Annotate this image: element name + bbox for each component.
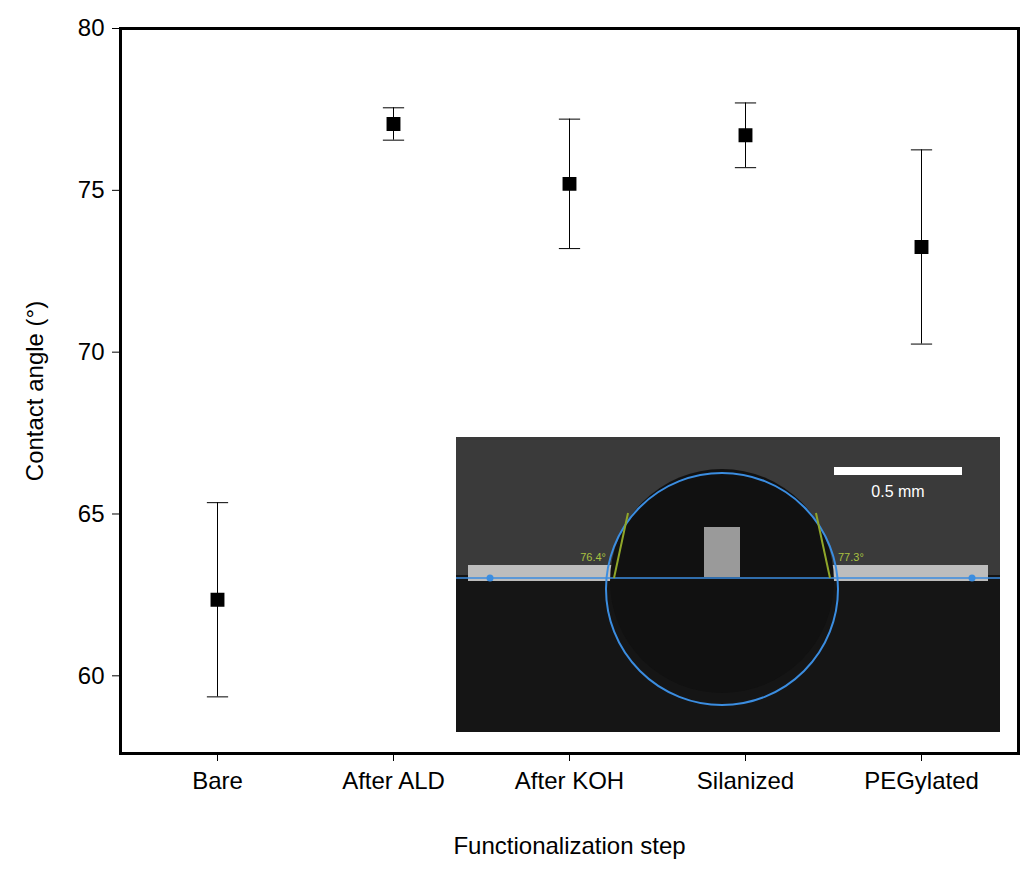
svg-text:After KOH: After KOH (515, 767, 624, 794)
svg-text:76.4°: 76.4° (580, 551, 606, 563)
svg-text:Silanized: Silanized (697, 767, 794, 794)
svg-text:After ALD: After ALD (342, 767, 445, 794)
svg-text:70: 70 (78, 338, 105, 365)
svg-text:80: 80 (78, 14, 105, 41)
svg-text:Functionalization step: Functionalization step (453, 832, 685, 859)
svg-text:Bare: Bare (192, 767, 243, 794)
svg-text:60: 60 (78, 662, 105, 689)
svg-text:75: 75 (78, 176, 105, 203)
svg-text:65: 65 (78, 500, 105, 527)
svg-text:77.3°: 77.3° (838, 551, 864, 563)
svg-text:0.5 mm: 0.5 mm (871, 483, 924, 500)
svg-text:Contact angle (°): Contact angle (°) (21, 301, 48, 481)
svg-text:PEGylated: PEGylated (864, 767, 979, 794)
